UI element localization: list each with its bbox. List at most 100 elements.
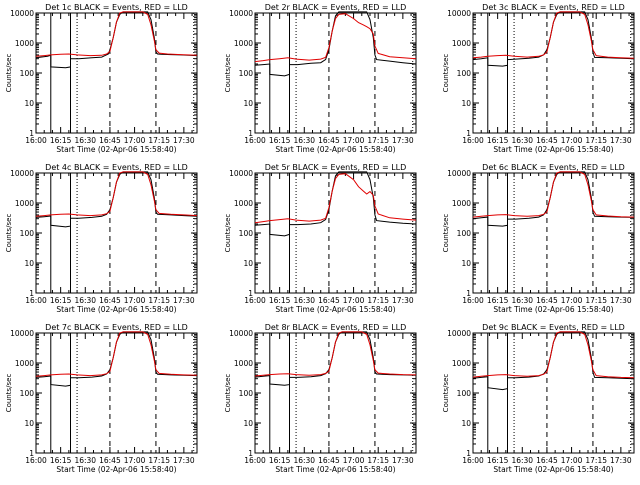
y-axis-ticks [36,332,197,454]
x-tick-label: 16:00 [244,456,266,465]
x-tick-label: 17:00 [343,136,365,145]
x-tick-label: 16:45 [318,456,340,465]
y-axis-label: Counts/sec [5,54,13,93]
x-axis-label: Start Time (02-Apr-06 15:58:40) [56,145,176,154]
x-tick-label: 17:30 [610,296,632,305]
x-tick-label: 17:00 [343,456,365,465]
chart-panel-3: 1 10 100 1000 10000 16:00 16:15 16:30 16:45 17:00… [442,3,635,154]
series-line-events [255,331,416,386]
y-tick-label: 1000 [15,199,34,208]
x-tick-label: 17:00 [124,136,146,145]
y-tick-label: 1 [466,289,471,298]
x-tick-label: 17:30 [392,456,414,465]
chart-panel-9: 1 10 100 1000 10000 16:00 16:15 16:30 16:45 17:00… [442,323,635,474]
chart-panel-5: 1 10 100 1000 10000 16:00 16:15 16:30 16:45 17:00… [224,163,417,314]
x-tick-label: 16:45 [318,136,340,145]
chart-panel-7: 1 10 100 1000 10000 16:00 16:15 16:30 16:45 17:00… [5,323,198,474]
x-tick-label: 16:15 [487,456,509,465]
y-axis-ticks [473,12,634,134]
x-tick-label: 17:15 [585,456,607,465]
series-line-events [473,171,634,227]
plot-frame [254,12,417,134]
y-tick-label: 10000 [447,169,471,178]
chart-title: Det 7c BLACK = Events, RED = LLD [45,323,188,332]
series-line-events [255,171,416,237]
series-line-lld [255,331,416,377]
y-tick-label: 10 [243,99,253,108]
y-tick-label: 100 [457,69,472,78]
x-tick-label: 17:30 [392,296,414,305]
x-tick-label: 17:30 [610,456,632,465]
chart-title: Det 5r BLACK = Events, RED = LLD [265,163,407,172]
x-tick-label: 17:30 [173,296,195,305]
y-tick-label: 10 [461,259,471,268]
x-tick-label: 17:15 [585,296,607,305]
y-tick-label: 1000 [234,199,253,208]
x-tick-label: 17:30 [610,136,632,145]
x-tick-label: 16:30 [74,456,96,465]
y-tick-label: 1 [466,129,471,138]
y-tick-label: 10 [243,419,253,428]
x-tick-label: 16:30 [511,136,533,145]
y-tick-label: 1 [466,449,471,458]
x-axis-ticks [472,13,630,133]
x-axis-ticks [35,333,193,453]
x-tick-label: 17:30 [173,136,195,145]
y-tick-label: 10000 [229,9,253,18]
x-tick-label: 16:00 [244,296,266,305]
x-tick-label: 16:15 [269,296,291,305]
x-axis-ticks [254,333,412,453]
x-tick-label: 16:30 [293,136,315,145]
y-tick-label: 10000 [447,9,471,18]
x-tick-label: 17:15 [148,456,170,465]
x-tick-label: 16:15 [50,136,72,145]
x-axis-ticks [472,333,630,453]
y-tick-label: 1000 [452,359,471,368]
series-line-lld [473,331,634,379]
x-tick-label: 16:00 [462,136,484,145]
x-axis-ticks [254,173,412,293]
plot-frame [472,332,635,454]
chart-panel-2: 1 10 100 1000 10000 16:00 16:15 16:30 16:45 17:00… [224,3,417,154]
y-tick-label: 100 [457,229,472,238]
y-axis-ticks [473,172,634,294]
x-tick-label: 16:15 [50,456,72,465]
y-tick-label: 1000 [15,359,34,368]
plot-frame [35,332,198,454]
x-tick-label: 16:45 [318,296,340,305]
x-tick-label: 17:00 [561,296,583,305]
x-axis-label: Start Time (02-Apr-06 15:58:40) [275,305,395,314]
plot-frame [35,172,198,294]
chart-panel-1: 1 10 100 1000 10000 16:00 16:15 16:30 16:45 17:00… [5,3,198,154]
y-tick-label: 10000 [447,329,471,338]
y-tick-label: 1 [248,289,253,298]
y-tick-label: 10 [461,419,471,428]
x-tick-label: 17:15 [367,136,389,145]
y-axis-label: Counts/sec [5,214,13,253]
x-axis-label: Start Time (02-Apr-06 15:58:40) [493,145,613,154]
chart-panel-8: 1 10 100 1000 10000 16:00 16:15 16:30 16:45 17:00… [224,323,417,474]
x-tick-label: 16:30 [74,136,96,145]
x-tick-label: 16:45 [536,136,558,145]
y-tick-label: 1 [29,289,34,298]
y-tick-label: 100 [20,389,35,398]
x-tick-label: 17:30 [392,136,414,145]
x-tick-label: 16:30 [511,456,533,465]
plot-frame [472,172,635,294]
y-tick-label: 1000 [234,39,253,48]
x-tick-label: 17:15 [148,296,170,305]
y-axis-label: Counts/sec [224,54,232,93]
series-line-lld [255,173,416,224]
y-tick-label: 1 [29,449,34,458]
x-axis-label: Start Time (02-Apr-06 15:58:40) [56,465,176,474]
y-tick-label: 10 [243,259,253,268]
x-tick-label: 16:00 [25,456,47,465]
x-tick-label: 16:00 [25,136,47,145]
series-line-lld [36,331,197,377]
chart-panel-4: 1 10 100 1000 10000 16:00 16:15 16:30 16:45 17:00… [5,163,198,314]
x-axis-label: Start Time (02-Apr-06 15:58:40) [493,305,613,314]
x-axis-label: Start Time (02-Apr-06 15:58:40) [275,465,395,474]
x-tick-label: 17:15 [367,296,389,305]
